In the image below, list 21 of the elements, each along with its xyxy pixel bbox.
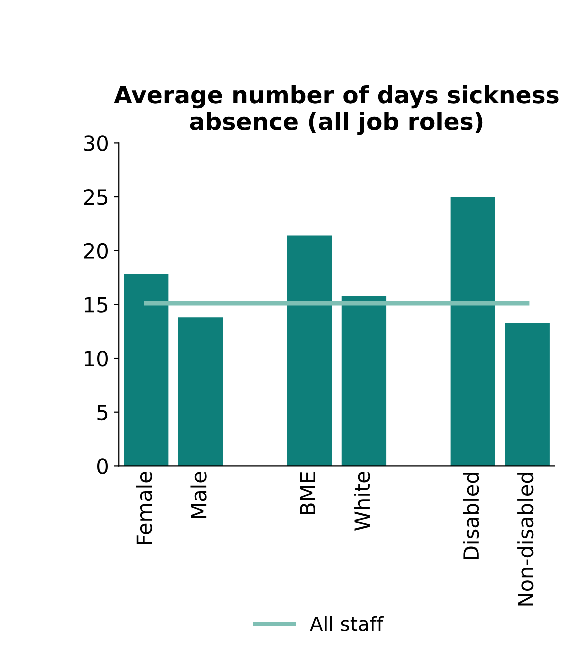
bar: [450, 197, 496, 466]
x-tick-label: Male: [190, 472, 207, 518]
y-tick-label: 20: [84, 243, 108, 260]
y-tick-label: 0: [98, 458, 108, 474]
x-tick-label: White: [354, 472, 370, 531]
x-tick-label: Non-disabled: [518, 472, 534, 606]
x-tick-label: BME: [300, 472, 316, 514]
bar: [342, 296, 387, 466]
x-tick-label: Female: [136, 472, 152, 544]
y-tick-label: 10: [85, 350, 108, 367]
x-tick-label: Disabled: [463, 472, 480, 560]
y-tick-label: 25: [84, 189, 108, 206]
chart-title: Average number of days sickness absence (all job roles): [114, 86, 559, 136]
y-tick-label: 30: [84, 136, 108, 152]
bar: [287, 236, 332, 466]
y-tick-label: 15: [85, 297, 108, 313]
bar: [124, 274, 169, 466]
bar: [505, 323, 550, 466]
y-tick-label: 5: [98, 405, 108, 421]
bar: [178, 318, 224, 466]
legend-label: All staff: [310, 616, 384, 632]
